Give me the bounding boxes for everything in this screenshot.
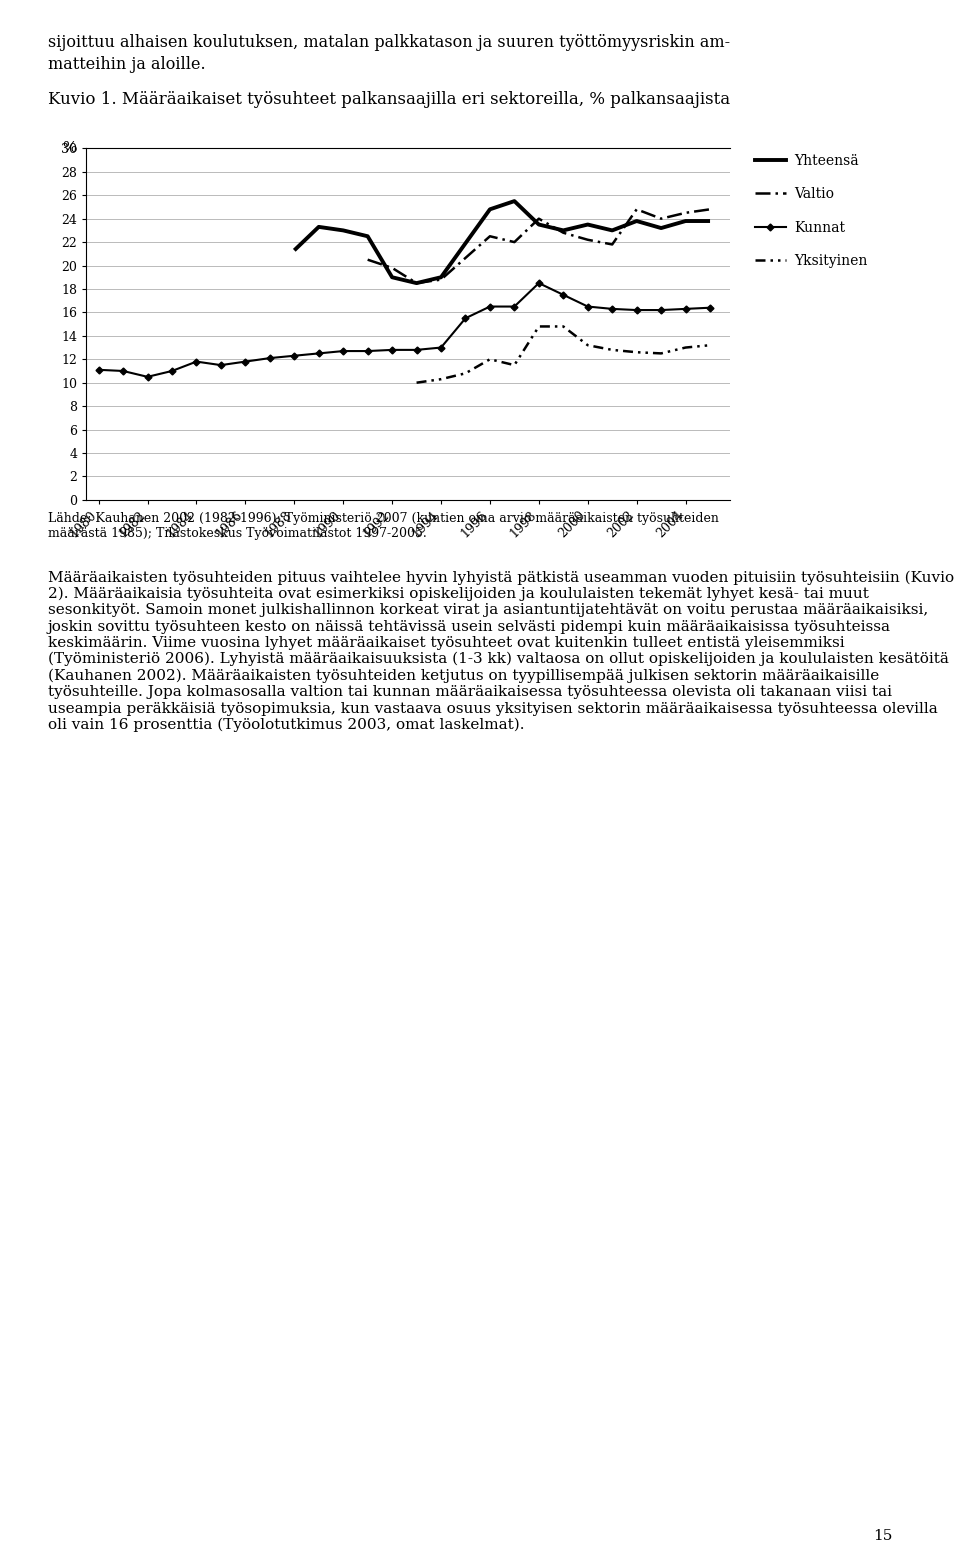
- Text: %: %: [62, 141, 77, 155]
- Text: Kuvio 1. Määräaikaiset työsuhteet palkansaajilla eri sektoreilla, % palkansaajis: Kuvio 1. Määräaikaiset työsuhteet palkan…: [48, 91, 731, 108]
- Text: matteihin ja aloille.: matteihin ja aloille.: [48, 56, 205, 73]
- Text: 15: 15: [874, 1529, 893, 1543]
- Text: Määräaikaisten työsuhteiden pituus vaihtelee hyvin lyhyistä pätkistä useamman vu: Määräaikaisten työsuhteiden pituus vaiht…: [48, 570, 954, 733]
- Text: sijoittuu alhaisen koulutuksen, matalan palkkatason ja suuren työttömyysriskin a: sijoittuu alhaisen koulutuksen, matalan …: [48, 34, 731, 52]
- Text: Lähde: Kauhanen 2002 (1982-1996); Työministeriö 2007 (kuntien oma arvio määräaik: Lähde: Kauhanen 2002 (1982-1996); Työmin…: [48, 512, 719, 540]
- Legend: Yhteensä, Valtio, Kunnat, Yksityinen: Yhteensä, Valtio, Kunnat, Yksityinen: [750, 148, 873, 273]
